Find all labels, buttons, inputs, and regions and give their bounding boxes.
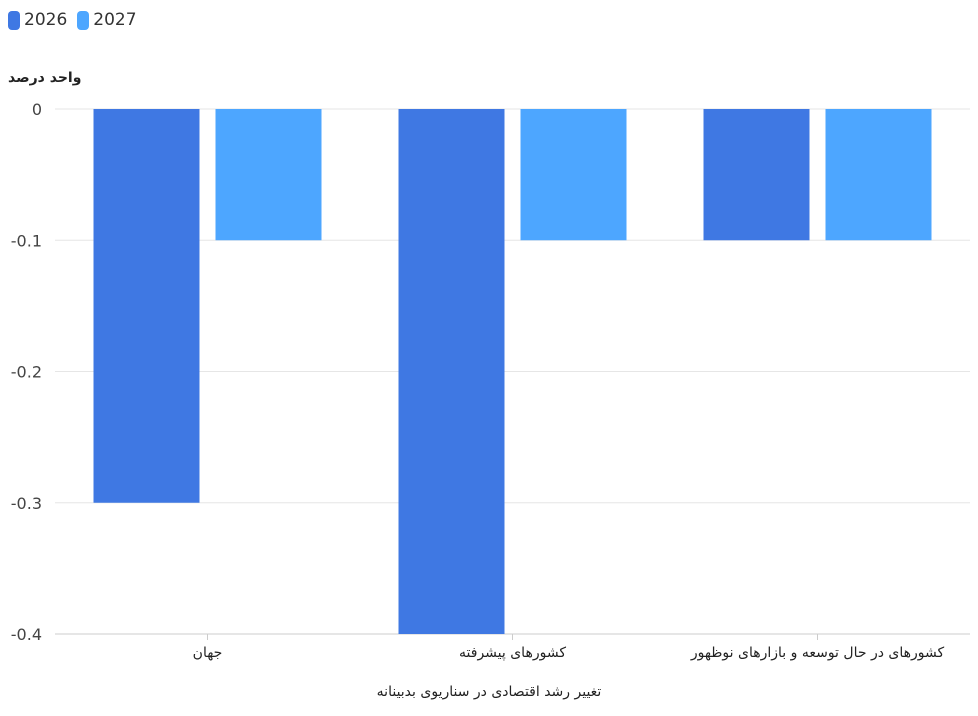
- legend-swatch-2026: [8, 10, 20, 30]
- x-tick-label: جهان: [193, 645, 223, 661]
- bar-2027-1[interactable]: [520, 109, 627, 241]
- legend-item-2027[interactable]: 2027: [77, 10, 137, 30]
- y-axis-label: واحد درصد: [8, 70, 82, 86]
- bar-chart: 0 -0.1 -0.2 -0.3 -0.4 جهان کشورهای پیشرفته کشور…: [11, 100, 970, 661]
- x-tick-label: کشورهای پیشرفته: [459, 645, 566, 661]
- bar-2026-0[interactable]: [93, 109, 200, 503]
- y-tick-label: -0.1: [11, 231, 42, 250]
- bar-2027-0[interactable]: [215, 109, 322, 241]
- x-tick-label: کشورهای در حال توسعه و بازارهای نوظهور: [690, 645, 945, 661]
- y-tick-label: 0: [32, 100, 42, 119]
- x-axis-label: تغییر رشد اقتصادی در سناریوی بدبینانه: [376, 684, 602, 700]
- bar-2026-2[interactable]: [703, 109, 810, 241]
- legend: 2026 2027: [8, 10, 137, 30]
- legend-label-2027: 2027: [93, 10, 137, 30]
- y-tick-label: -0.4: [11, 625, 42, 644]
- bar-2027-2[interactable]: [825, 109, 932, 241]
- legend-item-2026[interactable]: 2026: [8, 10, 67, 30]
- bar-2026-1[interactable]: [398, 109, 505, 634]
- y-tick-label: -0.3: [11, 494, 42, 513]
- legend-label-2026: 2026: [24, 10, 68, 30]
- legend-swatch-2027: [77, 10, 90, 30]
- y-tick-label: -0.2: [11, 363, 42, 382]
